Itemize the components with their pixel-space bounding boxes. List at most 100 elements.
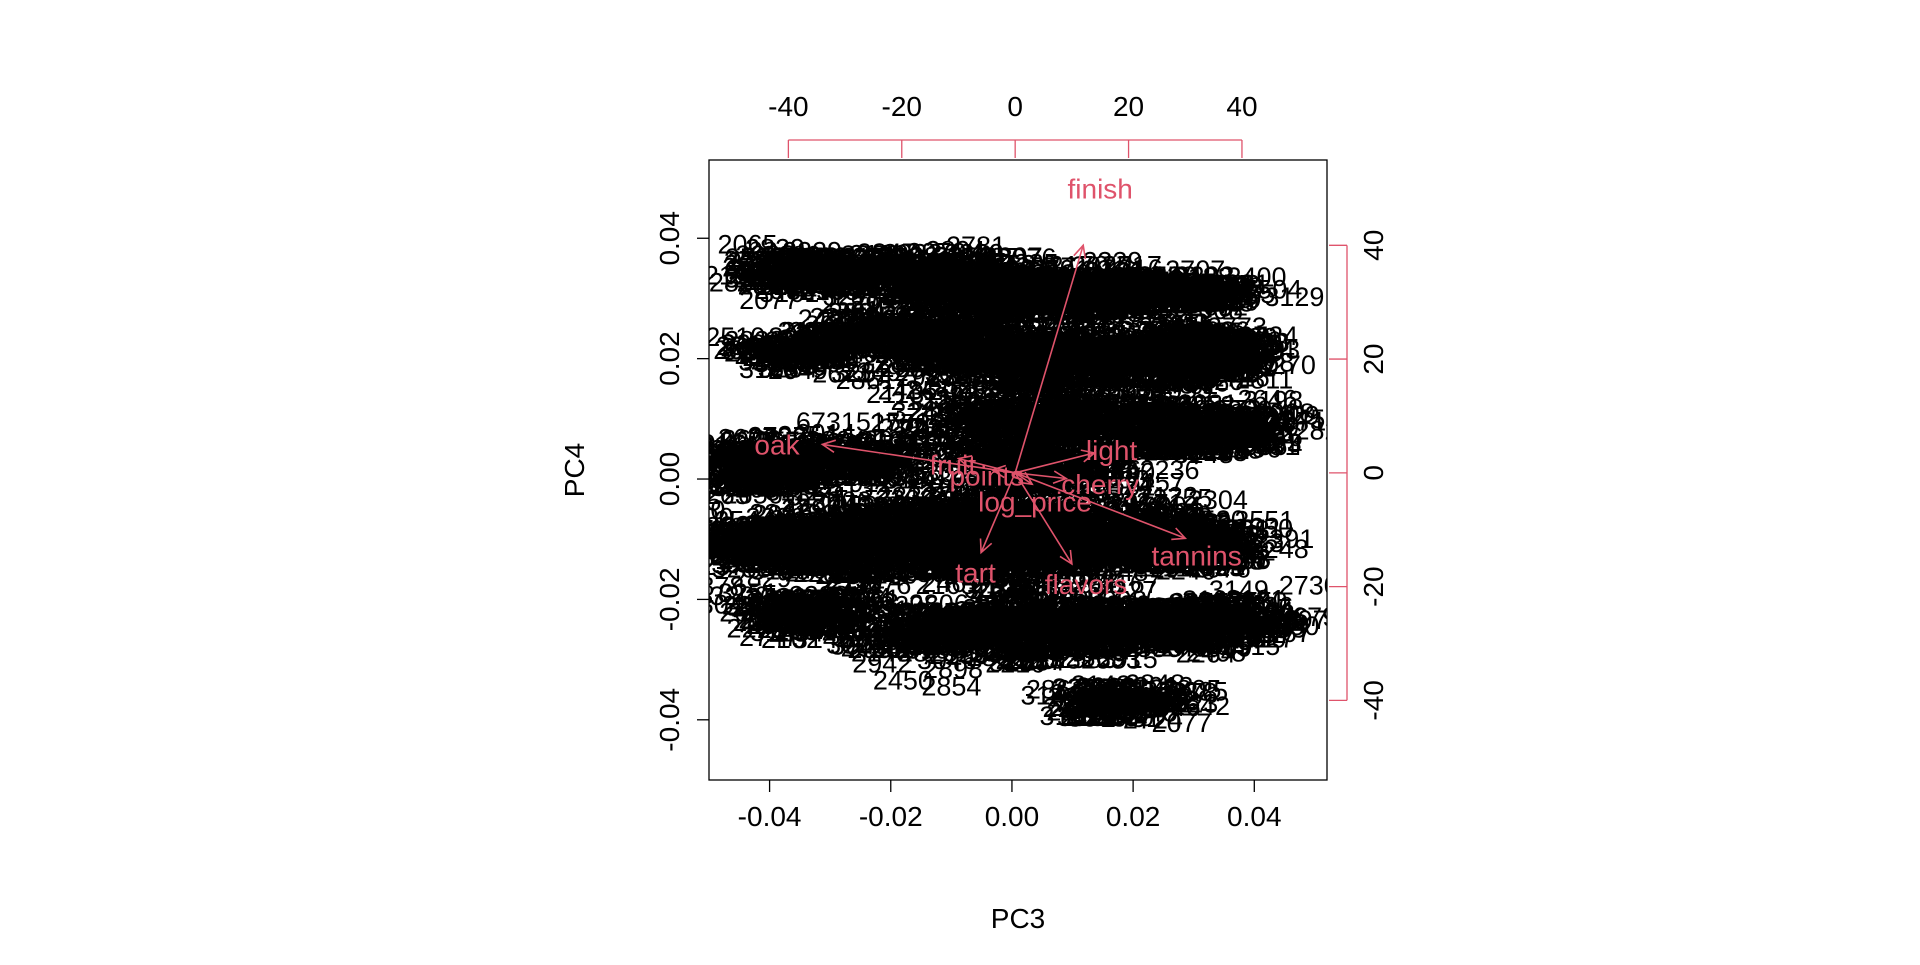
y-tick-label: 0.00 [654, 452, 685, 507]
observation-label: 2015 [938, 609, 998, 639]
observation-label: 2147 [1121, 407, 1181, 437]
observation-label: 2379 [786, 249, 846, 279]
observation-label: 2163 [800, 276, 860, 306]
observation-label: 3246 [787, 264, 847, 294]
observation-label: 3061 [804, 259, 864, 289]
observation-label: 2188 [768, 249, 828, 279]
observation-label: 2590 [725, 243, 785, 273]
observation-label: 2138 [879, 241, 939, 271]
top-tick-label: 0 [1007, 91, 1023, 122]
loading-label-tart: tart [955, 557, 996, 588]
observation-label: 2105 [884, 268, 944, 298]
observation-label: 2159 [774, 253, 834, 283]
observation-label: 2114 [758, 271, 816, 301]
observation-label: 2456 [777, 260, 837, 290]
observation-label: 2655 [797, 266, 857, 296]
top-tick-label: 20 [1113, 91, 1144, 122]
observation-label: 3059 [786, 276, 846, 306]
x-tick-label: 0.02 [1106, 801, 1161, 832]
observation-label: 3128 [797, 266, 857, 296]
y-tick-label: 0.04 [654, 211, 685, 265]
right-tick-label: -40 [1358, 680, 1389, 720]
observation-label: 3222 [1127, 290, 1187, 320]
observation-label: 3066 [848, 258, 908, 288]
observation-label: 3084 [795, 250, 855, 280]
observation-label: 2200 [1212, 395, 1272, 425]
observation-label: 3100 [763, 265, 823, 295]
observation-label: 3251 [795, 261, 855, 291]
observation-label: 2699 [769, 270, 829, 300]
observation-label: 2231 [1236, 597, 1296, 627]
observation-label: 2929 [977, 326, 1037, 356]
observation-label: 3274 [777, 258, 837, 288]
observation-label: 3176 [766, 260, 826, 290]
observation-label: 1253 [915, 407, 975, 437]
observation-label: 2194 [841, 243, 901, 273]
observation-label: 2131 [1085, 256, 1145, 286]
observation-label: 2402 [1067, 633, 1127, 663]
observation-label: 2264 [1176, 639, 1236, 669]
observation-label: 3028 [761, 260, 821, 290]
observation-label: 3139 [788, 516, 848, 546]
top-tick-label: 40 [1226, 91, 1257, 122]
observation-label: 2304 [1188, 485, 1248, 515]
observation-label: 2829 [745, 233, 805, 263]
observation-label: 2864 [791, 264, 851, 294]
right-tick-label: -20 [1358, 566, 1389, 606]
observation-label: 3266 [816, 263, 876, 293]
observation-label: 6731515 [796, 407, 901, 437]
y-tick-label: 0.02 [654, 331, 685, 386]
observation-label: 2727 [727, 247, 787, 277]
loading-label-finish: finish [1068, 173, 1133, 204]
observation-label: 2187 [746, 587, 806, 617]
observation-label: 2767 [805, 253, 865, 283]
observation-label: 2320 [792, 258, 852, 288]
observation-label: 2743 [805, 256, 865, 286]
observation-label: 2733 [774, 256, 834, 286]
observation-label: 3105 [764, 332, 824, 362]
observation-label: 3218 [933, 241, 993, 271]
observation-label: 2542 [773, 260, 833, 290]
observation-label: 2281 [814, 258, 874, 288]
observation-label: 2856 [756, 250, 816, 280]
observation-label: 3034 [816, 264, 876, 294]
observation-label: 2215 [1182, 587, 1242, 617]
top-tick-label: -20 [882, 91, 922, 122]
loading-label-flavors: flavors [1045, 569, 1127, 600]
observation-label: 2411 [850, 311, 908, 341]
loading-label-tannins: tannins [1151, 540, 1241, 571]
observation-label: 2616 [789, 258, 849, 288]
observation-label: 2959 [779, 242, 839, 272]
observation-label: 2822 [818, 263, 878, 293]
top-tick-label: -40 [768, 91, 808, 122]
x-tick-label: 0.00 [985, 801, 1040, 832]
loading-label-light: light [1086, 435, 1138, 466]
observation-label: 2494 [727, 260, 787, 290]
observation-label: 2193 [1061, 702, 1121, 732]
observation-label: 2298 [1176, 323, 1236, 353]
observation-label: 2245 [764, 256, 824, 286]
observation-label: 3190 [791, 261, 851, 291]
x-tick-label: -0.04 [738, 801, 802, 832]
observation-label: 3277 [724, 263, 784, 293]
observation-label: 2180 [761, 241, 821, 271]
y-tick-label: -0.02 [654, 567, 685, 631]
observation-label: 2261 [820, 271, 880, 301]
observation-label: 2122 [731, 259, 791, 289]
right-tick-label: 40 [1358, 230, 1389, 261]
y-tick-label: -0.04 [654, 688, 685, 752]
observation-label: 3048 [794, 246, 854, 276]
loading-label-log_price: log_price [978, 486, 1092, 517]
x-axis-title: PC3 [991, 903, 1045, 934]
observation-label: 2523 [831, 272, 891, 302]
observation-label: 3101 [751, 263, 811, 293]
observation-label: 2222 [831, 259, 891, 289]
observation-label: 2367 [777, 257, 837, 287]
y-axis-title: PC4 [559, 443, 590, 497]
observation-label: 2554 [790, 261, 850, 291]
observation-label: 3064 [1242, 431, 1302, 461]
observation-label: 2456 [835, 251, 895, 281]
